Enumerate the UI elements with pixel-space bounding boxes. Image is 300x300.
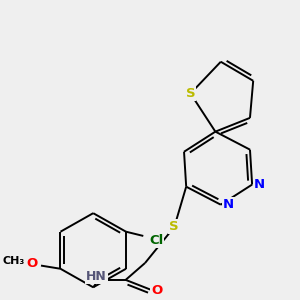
- Text: S: S: [186, 87, 195, 100]
- Text: CH₃: CH₃: [3, 256, 25, 266]
- Text: O: O: [152, 284, 163, 297]
- Text: O: O: [27, 257, 38, 270]
- Text: N: N: [223, 198, 234, 211]
- Text: HN: HN: [86, 270, 107, 283]
- Text: N: N: [254, 178, 265, 191]
- Text: Cl: Cl: [149, 234, 164, 247]
- Text: S: S: [169, 220, 179, 233]
